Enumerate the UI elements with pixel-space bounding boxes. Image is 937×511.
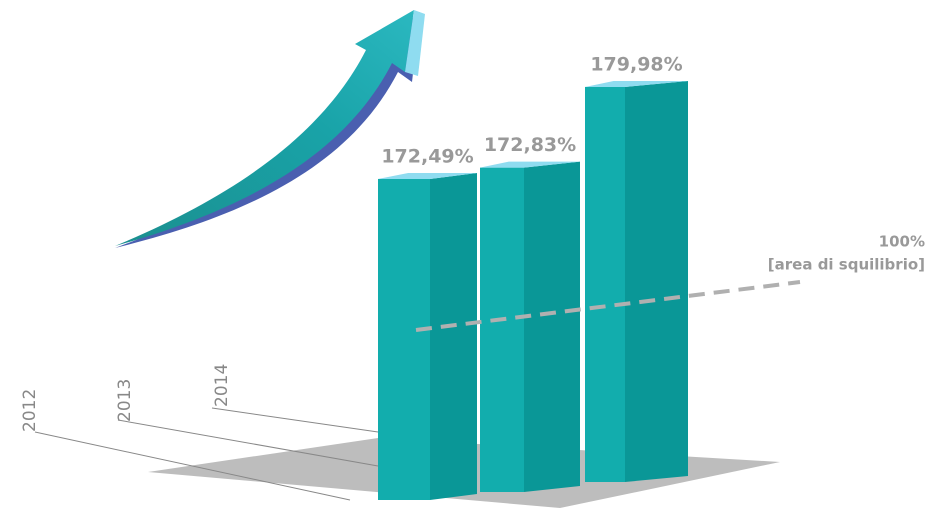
bar-top xyxy=(378,172,477,179)
reference-note: [area di squilibrio] xyxy=(768,256,925,274)
value-label: 172,49% xyxy=(381,145,473,167)
category-line xyxy=(34,431,351,501)
bar-side xyxy=(430,172,477,501)
bar xyxy=(480,161,580,492)
arrow-tip-highlight xyxy=(405,10,425,76)
bar-front xyxy=(480,167,524,492)
value-label: 179,98% xyxy=(590,53,682,75)
category-label: 2013 xyxy=(115,379,135,422)
bar-side xyxy=(524,161,580,492)
value-label: 172,83% xyxy=(484,134,576,156)
bar-top xyxy=(585,80,688,87)
bars: 172,49% 172,83% 179,98% xyxy=(378,53,688,501)
bar-top xyxy=(480,161,580,168)
bar xyxy=(378,172,477,501)
category-line xyxy=(117,419,379,467)
trend-arrow xyxy=(115,10,414,246)
bar xyxy=(585,80,688,482)
category-label: 2014 xyxy=(212,364,232,407)
reference-line xyxy=(415,280,801,332)
category-axis: 2012 2013 2014 xyxy=(20,364,379,501)
bar-side xyxy=(625,80,688,482)
category-label: 2012 xyxy=(20,389,40,432)
bar-front xyxy=(585,86,625,482)
category-line xyxy=(211,407,379,433)
bar-front xyxy=(378,178,430,501)
reference-label: 100% xyxy=(879,233,925,251)
